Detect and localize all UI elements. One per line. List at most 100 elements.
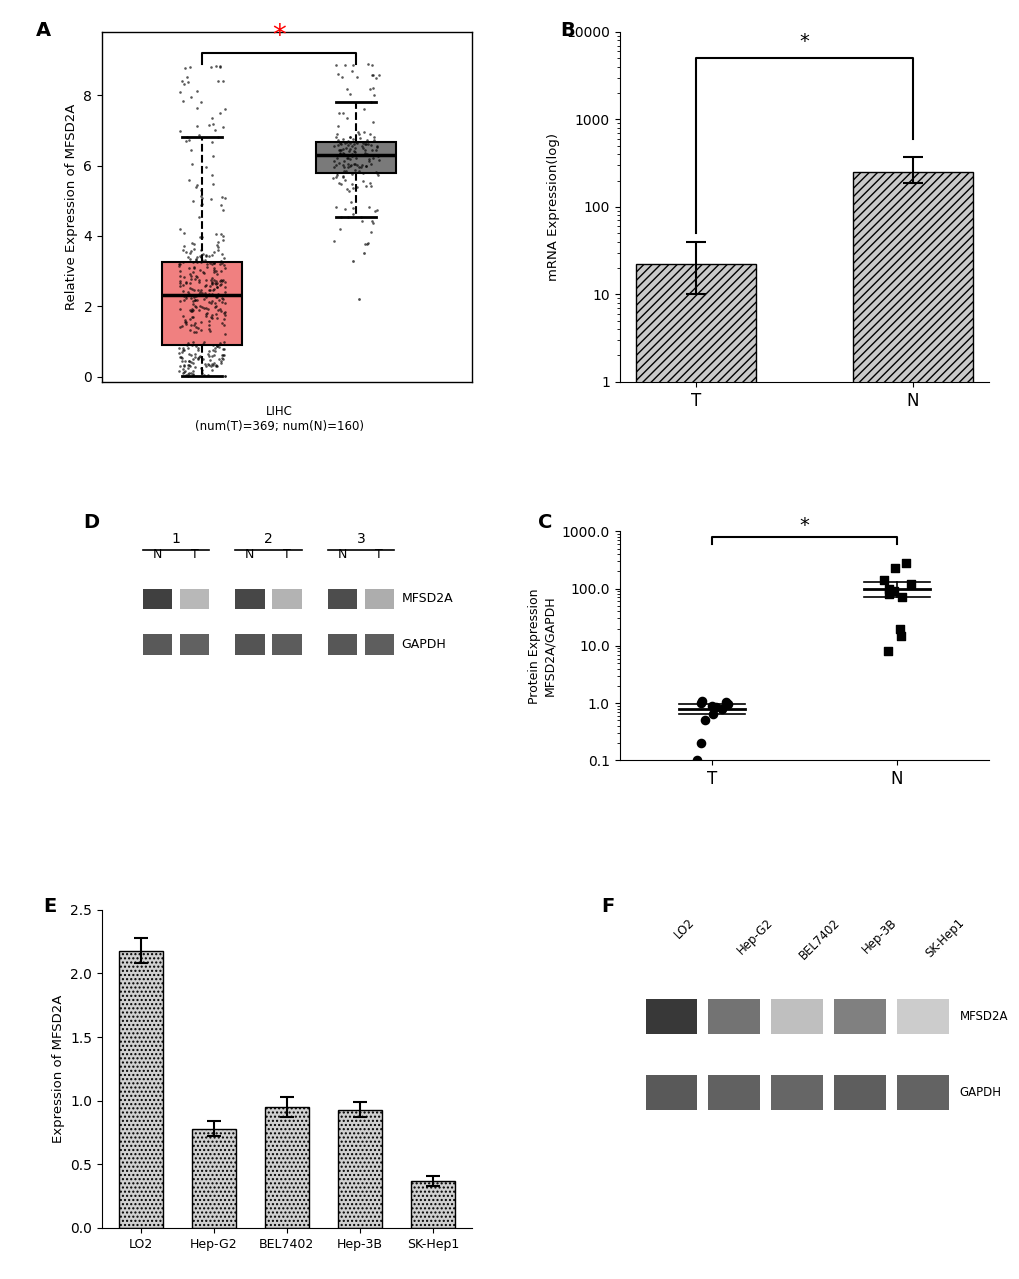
Point bbox=[178, 335, 195, 356]
Point bbox=[343, 136, 360, 156]
Point bbox=[177, 242, 194, 262]
Point bbox=[342, 155, 359, 175]
Point bbox=[367, 201, 383, 221]
Point bbox=[208, 271, 224, 292]
Point bbox=[177, 312, 194, 333]
Bar bbox=[834, 1076, 884, 1110]
Point bbox=[718, 694, 735, 715]
Point bbox=[325, 168, 341, 188]
Point bbox=[186, 347, 203, 367]
Point bbox=[209, 356, 225, 376]
Point bbox=[368, 139, 384, 160]
Point bbox=[189, 247, 205, 267]
Point bbox=[326, 156, 342, 177]
Point bbox=[880, 585, 897, 605]
Point bbox=[335, 161, 352, 182]
Point bbox=[343, 146, 360, 166]
Point bbox=[886, 558, 902, 578]
Point bbox=[335, 143, 352, 164]
Point bbox=[214, 118, 230, 138]
Point bbox=[172, 253, 189, 274]
Point bbox=[354, 211, 370, 231]
Point bbox=[327, 55, 343, 75]
Point bbox=[358, 156, 374, 177]
Point bbox=[208, 295, 224, 316]
Point bbox=[333, 67, 350, 87]
Bar bbox=[143, 634, 172, 655]
Point bbox=[217, 272, 233, 293]
Point bbox=[213, 271, 229, 292]
Point bbox=[174, 281, 191, 302]
Point bbox=[175, 306, 192, 326]
Point bbox=[185, 315, 202, 335]
Point bbox=[363, 139, 379, 160]
Point bbox=[174, 340, 191, 361]
Point bbox=[179, 247, 196, 267]
Point bbox=[180, 258, 197, 279]
Point bbox=[704, 703, 720, 724]
Point bbox=[176, 290, 193, 311]
Point bbox=[179, 127, 196, 147]
Point bbox=[206, 260, 222, 280]
Point bbox=[343, 60, 360, 81]
Point bbox=[187, 285, 204, 306]
Point bbox=[332, 145, 348, 165]
Point bbox=[207, 356, 223, 376]
Point bbox=[902, 574, 918, 595]
Point bbox=[217, 281, 233, 302]
Text: D: D bbox=[84, 513, 100, 532]
Point bbox=[340, 153, 357, 174]
Point bbox=[368, 136, 384, 156]
Point bbox=[178, 272, 195, 293]
Point bbox=[214, 252, 230, 272]
Point bbox=[200, 344, 216, 365]
Point bbox=[328, 197, 344, 217]
Point bbox=[338, 107, 355, 128]
Point bbox=[208, 335, 224, 356]
Point bbox=[185, 294, 202, 315]
Point bbox=[191, 207, 207, 228]
Text: E: E bbox=[43, 897, 56, 916]
Point bbox=[213, 261, 229, 281]
Point bbox=[197, 283, 213, 303]
Point bbox=[332, 174, 348, 194]
Point bbox=[346, 155, 363, 175]
Point bbox=[198, 304, 214, 325]
Point bbox=[181, 169, 198, 189]
Point bbox=[177, 350, 194, 371]
Point bbox=[358, 134, 374, 155]
Point bbox=[879, 578, 896, 599]
Point bbox=[193, 92, 209, 113]
Point bbox=[190, 81, 206, 101]
Point bbox=[341, 148, 358, 169]
Point bbox=[366, 84, 382, 105]
Point bbox=[175, 356, 192, 376]
Point bbox=[344, 128, 361, 148]
Point bbox=[198, 298, 214, 318]
Point bbox=[177, 310, 194, 330]
Point bbox=[200, 115, 216, 136]
Point bbox=[368, 137, 384, 157]
Point bbox=[335, 151, 352, 171]
Point bbox=[184, 262, 201, 283]
Point bbox=[330, 115, 346, 136]
Point bbox=[184, 290, 201, 311]
Point bbox=[327, 155, 343, 175]
Point bbox=[176, 266, 193, 286]
Point bbox=[175, 358, 192, 379]
Point bbox=[891, 618, 907, 638]
Point bbox=[185, 299, 202, 320]
Point bbox=[332, 145, 348, 165]
Point bbox=[194, 226, 210, 247]
Point bbox=[176, 235, 193, 256]
Bar bbox=[770, 1076, 822, 1110]
Point bbox=[216, 324, 232, 344]
PathPatch shape bbox=[316, 142, 395, 173]
Point bbox=[192, 226, 208, 247]
Text: T: T bbox=[191, 549, 198, 561]
Point bbox=[345, 141, 362, 161]
Point bbox=[338, 147, 355, 168]
Bar bbox=[179, 588, 209, 609]
PathPatch shape bbox=[162, 262, 242, 344]
Point bbox=[196, 365, 212, 385]
